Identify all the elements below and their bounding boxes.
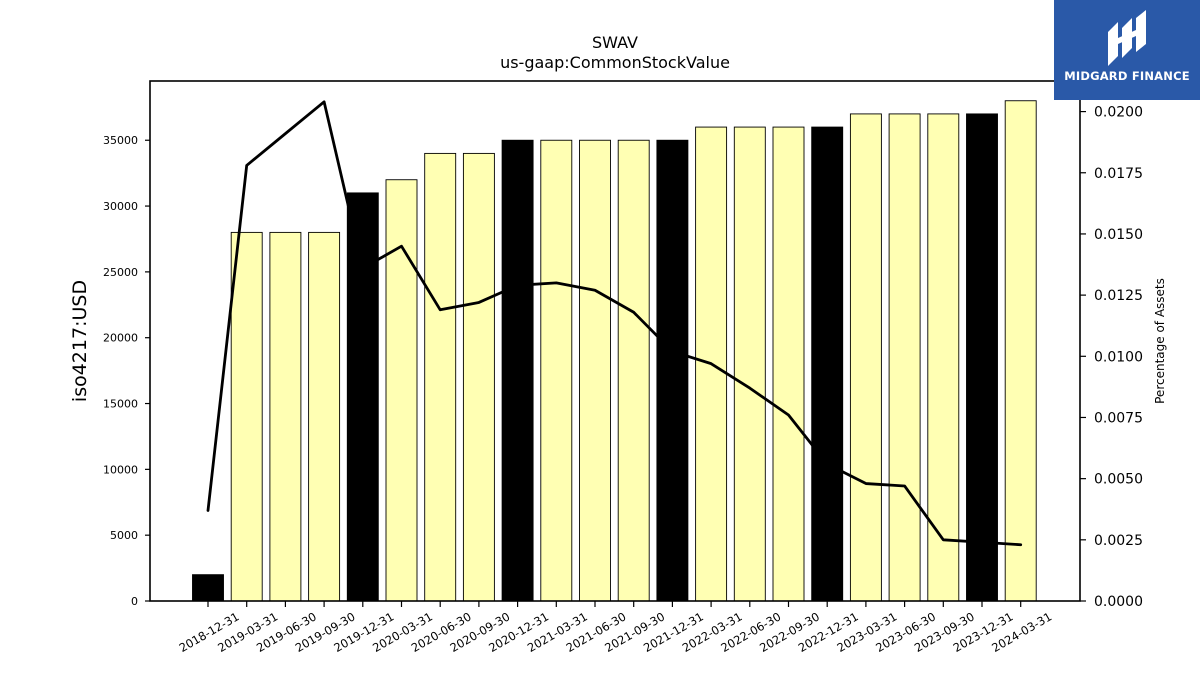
y-tick-label: 0	[131, 595, 138, 608]
y-tick-label: 30000	[103, 200, 138, 213]
bar-2023-09-30	[927, 113, 960, 602]
y2-tick-label: 0.0100	[1094, 349, 1143, 365]
y-tick-label: 5000	[110, 529, 138, 542]
y-tick-label: 25000	[103, 266, 138, 279]
y2-tick-label: 0.0175	[1094, 166, 1143, 182]
y-tick-label: 20000	[103, 332, 138, 345]
bar-2021-12-31	[656, 139, 689, 602]
bar-2023-12-31	[966, 113, 998, 602]
chart-subtitle: us-gaap:CommonStockValue	[500, 53, 730, 72]
bar-2021-09-30	[617, 139, 650, 602]
y2-tick-label: 0.0125	[1094, 288, 1143, 304]
y2-tick-label: 0.0050	[1094, 472, 1143, 488]
brand-logo: MIDGARD FINANCE	[1054, 0, 1200, 100]
bar-2020-06-30	[424, 152, 457, 602]
bar-2023-03-31	[849, 113, 882, 602]
bar-2020-03-31	[385, 179, 418, 602]
x-ticks-group: 2018-12-312019-03-312019-06-302019-09-30…	[177, 601, 1054, 655]
y-axis-label: iso4217:USD	[69, 280, 91, 402]
bar-2018-12-31	[192, 574, 224, 602]
y2-tick-label: 0.0075	[1094, 410, 1143, 426]
brand-name: MIDGARD FINANCE	[1064, 69, 1190, 83]
y2-tick-label: 0.0200	[1094, 105, 1143, 121]
bar-2022-09-30	[772, 126, 805, 602]
bar-2022-06-30	[733, 126, 766, 602]
line-group	[206, 100, 1023, 547]
y2-ticks-group: 0.0000 0.0025 0.0050 0.0075 0.0100 0.0125 0.01…	[1080, 105, 1143, 610]
y2-axis-label: Percentage of Assets	[1153, 278, 1167, 404]
bar-2021-03-31	[540, 139, 573, 602]
plot-frame	[149, 80, 1081, 602]
bar-2023-06-30	[888, 113, 921, 602]
bar-2019-12-31	[346, 192, 379, 602]
bar-2022-12-31	[811, 126, 844, 602]
y-tick-label: 10000	[103, 463, 138, 476]
y-ticks-group: 0 5000 10000 15000 20000 25000 30000 35000	[103, 134, 150, 608]
bar-2019-03-31	[230, 231, 263, 602]
y2-tick-label: 0.0000	[1094, 594, 1143, 610]
bars-group	[192, 100, 1037, 602]
y2-tick-label: 0.0025	[1094, 533, 1143, 549]
y-tick-label: 15000	[103, 398, 138, 411]
midgard-logo-icon	[1108, 10, 1146, 66]
y-tick-label: 35000	[103, 134, 138, 147]
bar-2019-09-30	[308, 231, 341, 602]
bar-2024-03-31	[1004, 100, 1037, 602]
bar-2020-12-31	[501, 139, 534, 602]
y2-tick-label: 0.0150	[1094, 227, 1143, 243]
axes-group	[149, 80, 1081, 602]
bar-2019-06-30	[269, 231, 302, 602]
line-percentage-of-assets	[206, 100, 1023, 547]
bar-2021-06-30	[579, 139, 611, 602]
bar-2020-09-30	[462, 152, 495, 602]
chart-title: SWAV	[592, 33, 638, 52]
